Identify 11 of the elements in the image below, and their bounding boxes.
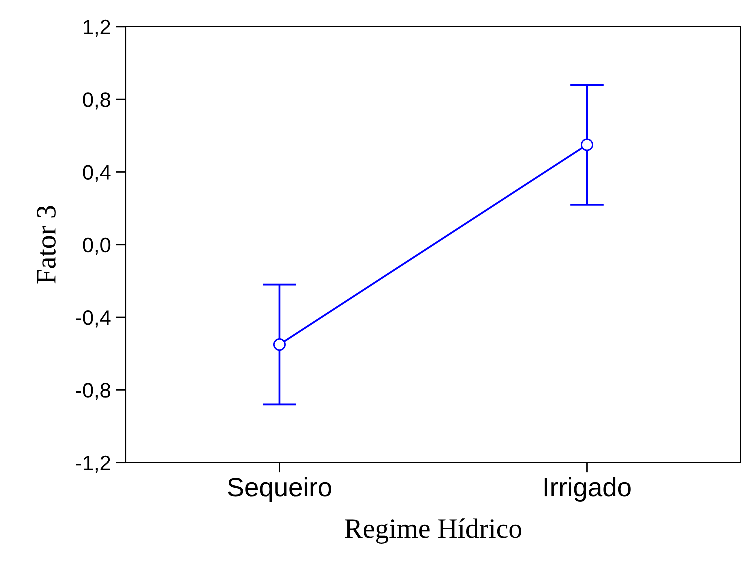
x-tick-label: Sequeiro <box>228 477 332 502</box>
y-axis-title: Fator 3 <box>37 206 56 284</box>
x-axis-title: Regime Hídrico <box>345 518 522 544</box>
y-tick-label: 1,2 <box>84 20 110 38</box>
x-tick-label: Irrigado <box>544 477 631 502</box>
y-tick-label: -0,8 <box>76 383 110 400</box>
y-tick-label: 0,8 <box>83 92 110 110</box>
y-tick-label: 0,4 <box>83 165 111 182</box>
y-tick-label: 0,0 <box>83 238 111 256</box>
y-tick-label: -1,2 <box>76 456 110 474</box>
y-tick-label: -0,4 <box>76 310 111 328</box>
